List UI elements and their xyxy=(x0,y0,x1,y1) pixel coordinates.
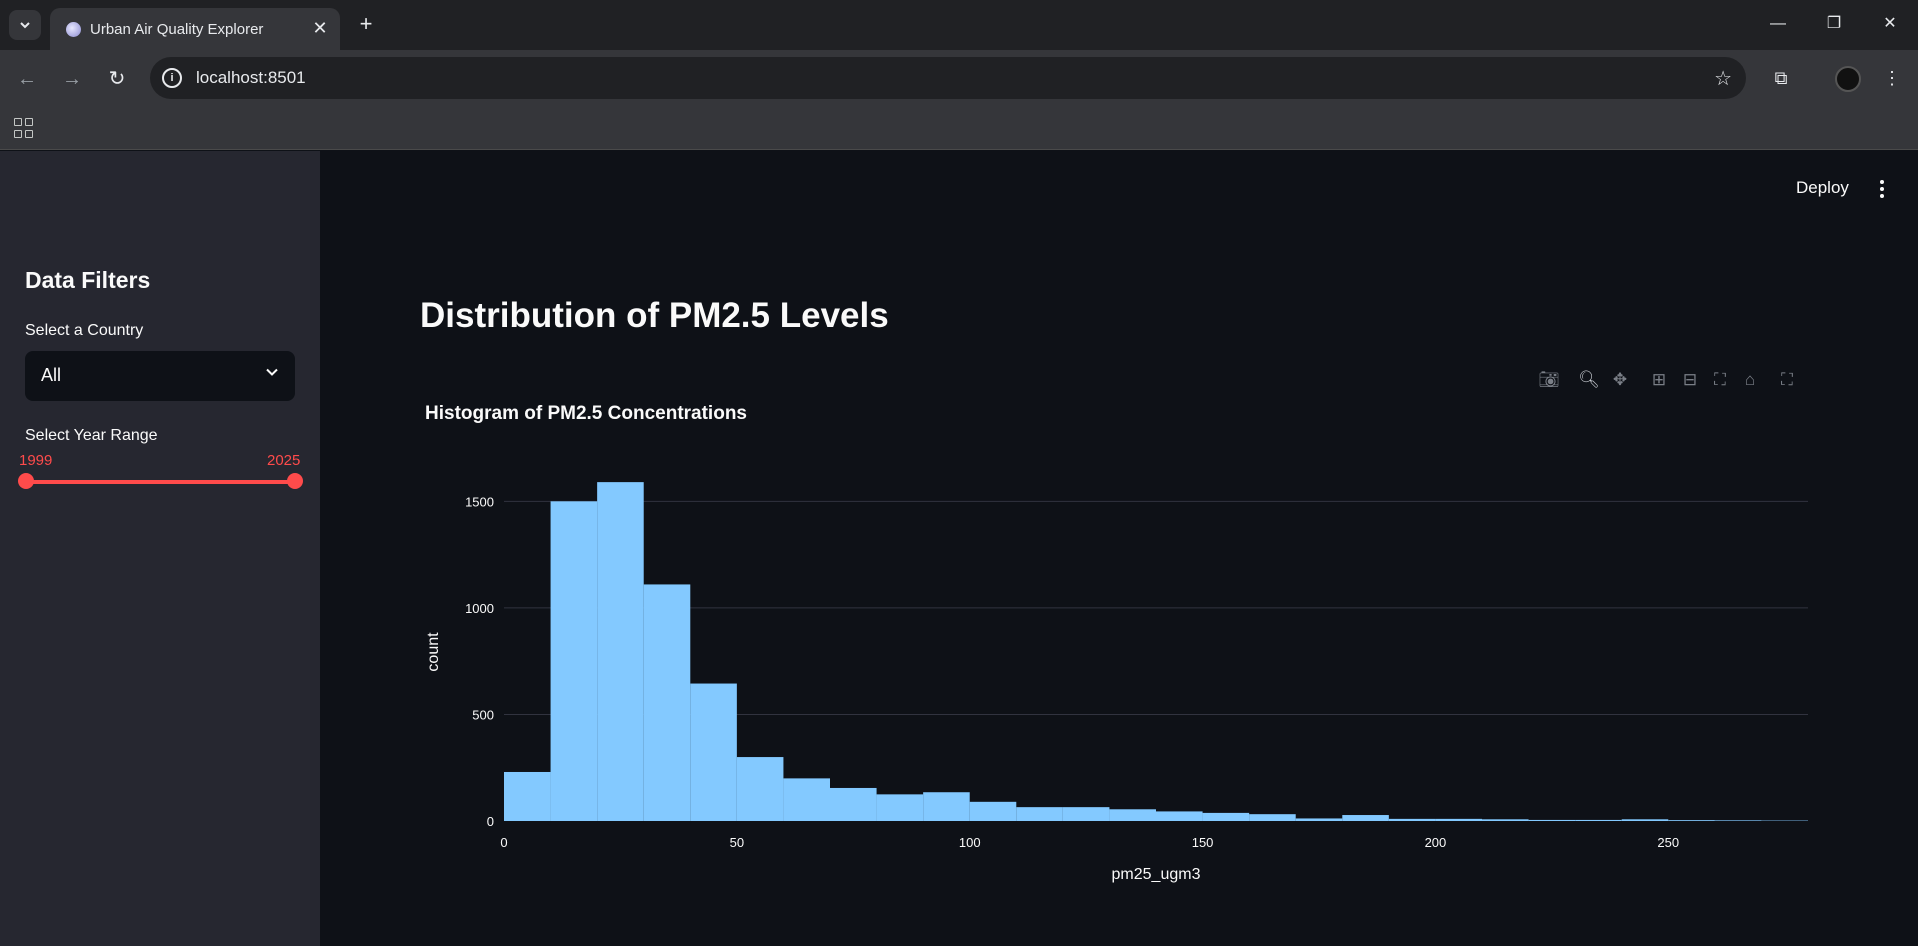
x-axis-title: pm25_ugm3 xyxy=(1112,866,1201,883)
url-text: localhost:8501 xyxy=(196,68,306,87)
year-min-thumb[interactable] xyxy=(18,473,34,489)
profile-avatar[interactable] xyxy=(1835,66,1861,92)
histogram-bar[interactable] xyxy=(1156,811,1203,821)
histogram-bar[interactable] xyxy=(690,683,737,821)
histogram-bar[interactable] xyxy=(876,794,924,821)
histogram-bar[interactable] xyxy=(1295,818,1343,821)
chart-title: Histogram of PM2.5 Concentrations xyxy=(425,403,747,424)
deploy-button[interactable]: Deploy xyxy=(1796,178,1849,197)
zoom-in-icon[interactable]: ⊞ xyxy=(1651,370,1667,389)
x-tick-label: 50 xyxy=(730,835,744,850)
y-tick-label: 500 xyxy=(472,707,494,722)
histogram-bar[interactable] xyxy=(1621,819,1669,821)
reload-icon[interactable]: ↻ xyxy=(108,68,126,90)
year-max-thumb[interactable] xyxy=(287,473,303,489)
histogram-bar[interactable] xyxy=(830,787,877,821)
browser-menu-icon[interactable]: ⋮ xyxy=(1883,68,1901,88)
y-tick-label: 1000 xyxy=(465,601,494,616)
histogram-bar[interactable] xyxy=(1016,807,1063,821)
histogram-bar[interactable] xyxy=(1714,820,1762,821)
browser-toolbar: ← → ↻ i localhost:8501 ☆ ⧉ ⋮ xyxy=(0,50,1918,108)
minimize-icon[interactable]: — xyxy=(1770,15,1786,32)
histogram-bar[interactable] xyxy=(1249,814,1296,821)
new-tab-button[interactable]: + xyxy=(359,11,373,36)
histogram-bar[interactable] xyxy=(923,792,970,821)
histogram-bar[interactable] xyxy=(1388,818,1436,821)
histogram-bar[interactable] xyxy=(736,757,784,821)
streamlit-favicon-icon xyxy=(66,22,81,37)
address-bar[interactable]: i localhost:8501 ☆ xyxy=(150,57,1746,99)
restore-icon[interactable]: ❐ xyxy=(1826,15,1842,32)
y-axis-title: count xyxy=(425,632,442,672)
zoom-icon[interactable]: 🔍︎ xyxy=(1578,370,1600,389)
histogram-bar[interactable] xyxy=(643,584,691,821)
chevron-down-icon xyxy=(20,22,30,29)
histogram-bar[interactable] xyxy=(597,482,644,821)
chevron-down-icon xyxy=(266,368,278,376)
year-range-label: Select Year Range xyxy=(25,427,158,444)
camera-icon[interactable]: 📷︎ xyxy=(1538,370,1560,389)
window-close-icon[interactable]: ✕ xyxy=(1883,15,1897,32)
back-icon[interactable]: ← xyxy=(17,68,37,90)
histogram-bar[interactable] xyxy=(969,801,1017,821)
extensions-icon[interactable]: ⧉ xyxy=(1774,68,1788,88)
pan-icon[interactable]: ✥ xyxy=(1612,370,1628,389)
histogram-bar[interactable] xyxy=(1528,819,1576,821)
tab-search-button[interactable] xyxy=(9,10,41,40)
autoscale-icon[interactable]: ⛶ xyxy=(1714,370,1726,389)
site-info-icon[interactable]: i xyxy=(162,68,182,88)
zoom-out-icon[interactable]: ⊟ xyxy=(1682,370,1698,389)
year-min-value: 1999 xyxy=(19,452,53,469)
year-max-value: 2025 xyxy=(267,452,301,469)
histogram-bar[interactable] xyxy=(1668,820,1715,821)
y-tick-label: 1500 xyxy=(465,494,494,509)
browser-tabstrip: Urban Air Quality Explorer ✕ + — ❐ ✕ xyxy=(0,0,1918,50)
y-tick-label: 0 xyxy=(487,814,494,829)
fullscreen-icon[interactable]: ⛶ xyxy=(1781,370,1793,389)
histogram-bar[interactable] xyxy=(1342,815,1389,821)
histogram-bar[interactable] xyxy=(1575,819,1622,821)
histogram-bar[interactable] xyxy=(1109,809,1156,821)
x-tick-label: 200 xyxy=(1425,835,1447,850)
histogram-bar[interactable] xyxy=(783,778,830,821)
histogram-bar[interactable] xyxy=(1482,819,1529,821)
country-select-value: All xyxy=(41,365,62,385)
close-icon[interactable]: ✕ xyxy=(312,18,328,38)
bookmark-star-icon[interactable]: ☆ xyxy=(1714,68,1732,90)
home-icon[interactable]: ⌂ xyxy=(1744,370,1756,389)
apps-grid-icon[interactable] xyxy=(14,118,34,138)
histogram-bar[interactable] xyxy=(1202,812,1250,821)
browser-tab[interactable]: Urban Air Quality Explorer ✕ xyxy=(50,8,340,50)
histogram-bar[interactable] xyxy=(550,501,598,821)
histogram-bar[interactable] xyxy=(504,771,551,821)
main-menu-icon[interactable] xyxy=(1874,178,1890,200)
forward-icon[interactable]: → xyxy=(62,68,82,90)
bookmarks-bar xyxy=(0,108,1918,150)
year-range-track[interactable] xyxy=(25,480,295,484)
histogram-chart[interactable]: 0 500 1000 1500 0 50 100 150 200 250 count pm25_… xyxy=(420,450,1820,890)
histogram-bar[interactable] xyxy=(1435,818,1482,821)
histogram-bar[interactable] xyxy=(1062,807,1110,821)
page-title: Distribution of PM2.5 Levels xyxy=(420,296,889,335)
x-tick-label: 100 xyxy=(959,835,981,850)
sidebar: Data Filters Select a Country All Select… xyxy=(0,151,320,946)
x-tick-label: 0 xyxy=(500,835,507,850)
sidebar-title: Data Filters xyxy=(25,267,151,293)
country-select[interactable]: All xyxy=(25,351,295,401)
x-tick-label: 150 xyxy=(1192,835,1214,850)
x-tick-label: 250 xyxy=(1657,835,1679,850)
country-select-label: Select a Country xyxy=(25,322,144,339)
tab-title: Urban Air Quality Explorer xyxy=(90,21,264,38)
